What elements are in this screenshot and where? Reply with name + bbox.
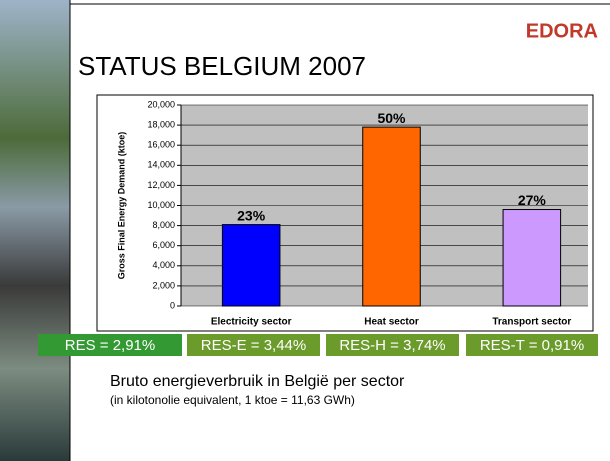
slide-title: STATUS BELGIUM 2007 <box>78 51 366 81</box>
x-tick-label: Heat sector <box>364 317 419 328</box>
res-box <box>187 334 320 356</box>
caption: Bruto energieverbruik in België per sect… <box>110 373 405 390</box>
x-tick-label: Electricity sector <box>211 317 292 328</box>
share-label: 23% <box>237 207 266 223</box>
note: (in kilotonolie equivalent, 1 ktoe = 11,… <box>110 393 355 407</box>
res-box-label: RES-H = 3,74% <box>339 337 445 354</box>
y-tick-label: 4,000 <box>152 260 175 270</box>
bar <box>362 126 421 307</box>
y-tick-label: 20,000 <box>147 99 175 109</box>
photo-strip <box>0 0 70 461</box>
y-tick-label: 10,000 <box>147 200 175 210</box>
share-label: 27% <box>518 192 547 208</box>
y-axis-label: Gross Final Energy Demand (ktoe) <box>116 132 126 280</box>
y-tick-label: 14,000 <box>147 160 175 170</box>
y-tick-label: 6,000 <box>152 240 175 250</box>
res-box-label: RES-T = 0,91% <box>480 337 584 354</box>
res-box <box>466 334 598 356</box>
y-tick-label: 2,000 <box>152 280 175 290</box>
res-box <box>38 334 182 356</box>
x-tick-label: Transport sector <box>492 317 571 328</box>
res-box-label: RES-E = 3,44% <box>201 337 306 354</box>
res-box-label: RES = 2,91% <box>65 337 155 354</box>
y-tick-label: 12,000 <box>147 180 175 190</box>
bar <box>502 209 562 307</box>
bar <box>221 224 281 307</box>
y-tick-label: 0 <box>170 300 175 310</box>
y-tick-label: 8,000 <box>152 220 175 230</box>
res-box <box>326 334 459 356</box>
y-tick-label: 18,000 <box>147 119 175 129</box>
y-tick-label: 16,000 <box>147 140 175 150</box>
share-label: 50% <box>377 110 406 126</box>
logo: EDORA <box>526 20 598 42</box>
